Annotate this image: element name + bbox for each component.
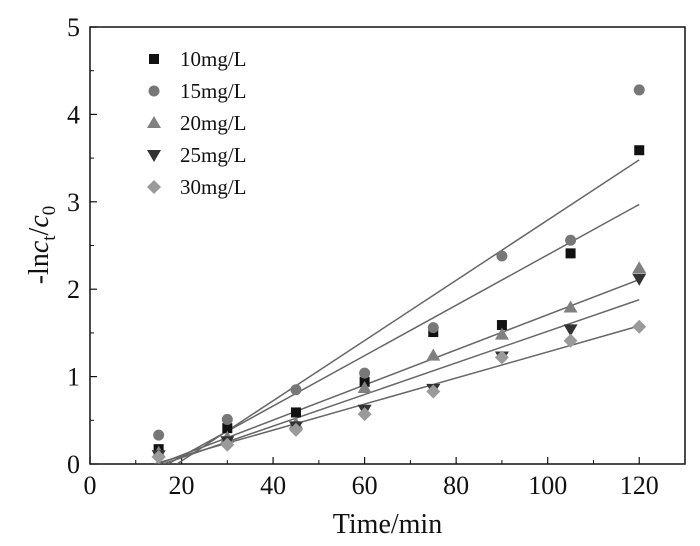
y-tick-label: 2 xyxy=(67,275,80,304)
data-point xyxy=(359,367,371,379)
x-tick-label: 80 xyxy=(443,471,469,500)
x-axis-ticks: 0 20 40 60 80 100 120 xyxy=(84,457,659,500)
legend-marker xyxy=(149,54,159,64)
legend-label: 15mg/L xyxy=(180,79,247,103)
data-point xyxy=(426,384,441,399)
fit-line xyxy=(176,159,640,464)
fit-lines xyxy=(153,159,640,464)
x-tick-label: 100 xyxy=(528,471,567,500)
data-point xyxy=(563,324,578,337)
legend-marker xyxy=(147,180,161,194)
x-axis-title: Time/min xyxy=(333,509,442,540)
data-point xyxy=(427,322,439,334)
data-points xyxy=(151,84,647,465)
data-point xyxy=(494,350,509,365)
legend-label: 10mg/L xyxy=(180,47,247,71)
y-tick-label: 4 xyxy=(67,100,80,129)
data-point xyxy=(632,273,647,286)
data-point xyxy=(221,413,233,425)
x-tick-label: 40 xyxy=(260,471,286,500)
legend-marker xyxy=(147,150,161,162)
data-point xyxy=(357,407,372,422)
fit-line xyxy=(167,203,640,464)
legend-label: 20mg/L xyxy=(180,111,247,135)
data-point xyxy=(357,380,372,393)
y-tick-label: 0 xyxy=(67,450,80,479)
data-point xyxy=(632,319,647,334)
data-point xyxy=(634,145,645,156)
legend-marker xyxy=(147,116,161,128)
x-tick-label: 0 xyxy=(84,471,97,500)
data-point xyxy=(222,423,233,434)
x-tick-label: 20 xyxy=(169,471,195,500)
legend-label: 25mg/L xyxy=(180,143,247,167)
y-tick-label: 1 xyxy=(67,363,80,392)
data-point xyxy=(290,384,302,396)
y-axis-title: -lnct/c0 xyxy=(24,206,60,285)
legend: 10mg/L 15mg/L 20mg/L 25mg/L 30mg/L xyxy=(147,47,247,199)
legend-marker xyxy=(148,85,160,97)
x-tick-label: 120 xyxy=(620,471,659,500)
fit-line xyxy=(158,278,640,464)
data-point xyxy=(494,327,509,340)
data-point xyxy=(496,320,507,331)
data-point xyxy=(288,422,303,437)
data-point xyxy=(151,450,166,465)
y-axis-ticks: 0 1 2 3 4 5 xyxy=(67,13,97,479)
data-point xyxy=(632,261,647,274)
data-point xyxy=(563,333,578,348)
fit-line xyxy=(153,325,640,464)
data-point xyxy=(565,248,576,259)
data-point xyxy=(496,250,508,262)
data-point xyxy=(633,84,645,96)
data-point xyxy=(563,300,578,313)
legend-label: 30mg/L xyxy=(180,175,247,199)
y-tick-label: 5 xyxy=(67,13,80,42)
data-point xyxy=(565,234,577,246)
data-point xyxy=(153,429,165,441)
data-point xyxy=(426,348,441,361)
x-tick-label: 60 xyxy=(352,471,378,500)
data-point xyxy=(290,407,301,418)
y-tick-label: 3 xyxy=(67,188,80,217)
data-point xyxy=(220,437,235,452)
fit-line xyxy=(162,298,640,464)
